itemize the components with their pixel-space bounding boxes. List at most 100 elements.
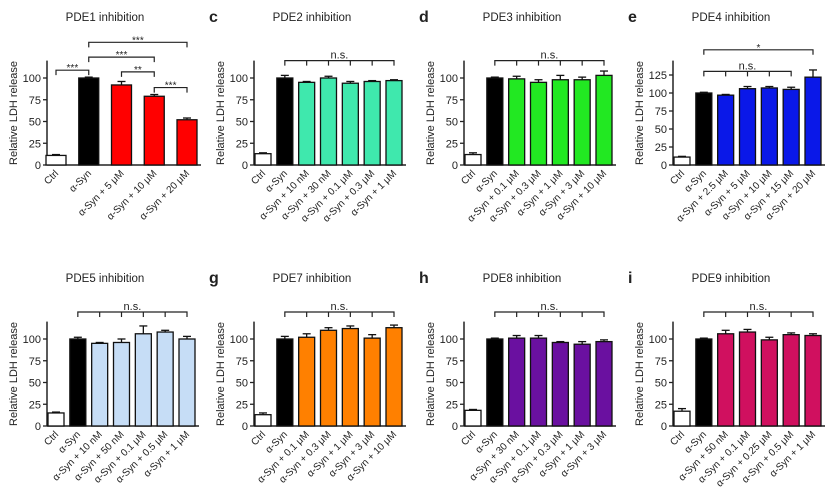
chart-title: PDE1 inhibition bbox=[66, 12, 145, 24]
significance-label: n.s. bbox=[541, 301, 559, 313]
y-tick-label: 75 bbox=[446, 356, 458, 368]
y-tick-label: 75 bbox=[446, 95, 458, 107]
y-tick-label: 75 bbox=[29, 356, 41, 368]
y-tick-label: 125 bbox=[649, 70, 667, 82]
significance-bracket bbox=[120, 71, 155, 77]
chart-title: PDE8 inhibition bbox=[483, 273, 562, 285]
bar bbox=[464, 409, 482, 427]
bar bbox=[529, 81, 548, 166]
bar bbox=[385, 79, 403, 166]
bar bbox=[508, 337, 526, 427]
bar bbox=[695, 92, 713, 166]
y-tick-label: 50 bbox=[236, 378, 248, 390]
y-tick-label: 0 bbox=[242, 160, 248, 172]
y-tick-label: 50 bbox=[29, 378, 41, 390]
bar bbox=[804, 334, 822, 427]
bar bbox=[464, 153, 482, 166]
y-tick-label: 25 bbox=[655, 142, 667, 154]
bar bbox=[254, 414, 272, 427]
bar bbox=[551, 79, 569, 166]
panel-pde5: PDE5 inhibition Relative LDH release 0 25 50… bbox=[8, 273, 199, 486]
significance-bracket bbox=[153, 86, 188, 93]
chart-title: PDE2 inhibition bbox=[273, 12, 352, 24]
chart-title: PDE7 inhibition bbox=[273, 273, 352, 285]
panel-pde2: c PDE2 inhibition Relative LDH release 0 25 5… bbox=[209, 9, 406, 225]
y-axis-label: Relative LDH release bbox=[634, 322, 646, 426]
bar bbox=[738, 88, 757, 166]
y-tick-label: 50 bbox=[446, 378, 458, 390]
significance-bracket bbox=[494, 311, 605, 318]
significance-bracket bbox=[77, 311, 188, 318]
bar bbox=[760, 87, 778, 166]
bar bbox=[47, 412, 65, 427]
significance-bracket bbox=[284, 311, 395, 318]
bar bbox=[782, 88, 800, 166]
chart-title: PDE3 inhibition bbox=[483, 12, 562, 24]
panel-pde1: PDE1 inhibition Relative LDH release 0 25 50… bbox=[8, 12, 201, 223]
y-tick-label: 50 bbox=[236, 117, 248, 129]
bar bbox=[45, 154, 67, 166]
significance-label: n.s. bbox=[331, 50, 349, 62]
y-tick-label: 0 bbox=[661, 160, 667, 172]
bar bbox=[363, 80, 381, 166]
chart-title: PDE4 inhibition bbox=[692, 12, 771, 24]
bar bbox=[91, 342, 109, 427]
y-tick-label: 25 bbox=[446, 399, 458, 411]
y-tick-label: 100 bbox=[23, 334, 41, 346]
significance-label: *** bbox=[132, 35, 144, 46]
y-tick-label: 75 bbox=[29, 95, 41, 107]
significance-label: * bbox=[756, 43, 760, 54]
y-axis-label: Relative LDH release bbox=[425, 322, 437, 426]
y-tick-label: 25 bbox=[236, 138, 248, 150]
bar bbox=[112, 341, 131, 427]
bar bbox=[673, 410, 691, 427]
panel-letter: h bbox=[419, 270, 429, 287]
bar bbox=[254, 153, 272, 166]
bar bbox=[178, 338, 196, 427]
y-tick-label: 25 bbox=[446, 138, 458, 150]
significance-bracket bbox=[88, 56, 155, 63]
y-tick-label: 25 bbox=[29, 399, 41, 411]
significance-bracket bbox=[284, 60, 395, 66]
bar bbox=[760, 339, 778, 427]
bar bbox=[363, 337, 381, 427]
y-tick-label: 100 bbox=[649, 88, 667, 100]
chart-title: PDE9 inhibition bbox=[692, 273, 771, 285]
bar bbox=[319, 77, 338, 166]
panel-pde3: d PDE3 inhibition Relative LDH release 0 25 5… bbox=[419, 9, 616, 225]
significance-label: *** bbox=[116, 50, 128, 61]
bar bbox=[804, 76, 822, 166]
panel-letter: d bbox=[419, 9, 429, 26]
y-tick-label: 75 bbox=[236, 356, 248, 368]
y-axis-label: Relative LDH release bbox=[634, 61, 646, 165]
significance-label: n.s. bbox=[750, 301, 768, 313]
y-axis-label: Relative LDH release bbox=[8, 322, 20, 426]
y-tick-label: 50 bbox=[29, 117, 41, 129]
significance-bracket bbox=[703, 311, 814, 318]
y-axis-label: Relative LDH release bbox=[425, 61, 437, 165]
significance-label: *** bbox=[67, 63, 79, 74]
bar bbox=[595, 74, 613, 166]
y-axis-label: Relative LDH release bbox=[215, 322, 227, 426]
bar bbox=[276, 338, 294, 427]
panel-pde8: h PDE8 inhibition Relative LDH release 0 25 5… bbox=[419, 270, 616, 486]
bar bbox=[782, 334, 800, 427]
significance-label: n.s. bbox=[331, 301, 349, 313]
panel-letter: c bbox=[209, 9, 218, 26]
bar bbox=[673, 156, 691, 166]
bar bbox=[695, 338, 713, 427]
significance-bracket bbox=[703, 49, 814, 55]
y-tick-label: 25 bbox=[655, 399, 667, 411]
y-tick-label: 100 bbox=[649, 334, 667, 346]
x-tick-label: Ctrl bbox=[42, 168, 61, 187]
significance-label: *** bbox=[165, 81, 177, 92]
significance-label: ** bbox=[134, 65, 142, 76]
y-tick-label: 50 bbox=[655, 124, 667, 136]
bar bbox=[298, 336, 316, 427]
y-tick-label: 100 bbox=[440, 334, 458, 346]
panel-letter: e bbox=[628, 9, 637, 26]
y-tick-label: 50 bbox=[446, 117, 458, 129]
y-tick-label: 50 bbox=[655, 378, 667, 390]
y-tick-label: 25 bbox=[236, 399, 248, 411]
